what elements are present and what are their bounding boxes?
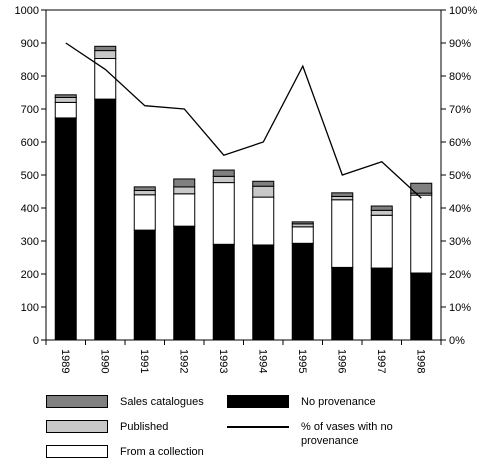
bar-sales-catalogues-1991 [133,186,156,192]
y-tick-label: 0 [33,335,39,347]
legend-item-no-provenance: No provenance [227,395,376,409]
bar-sales-catalogues-1997 [370,205,393,211]
legend-swatch-pct-line [227,420,289,433]
legend-label-from-a-collection: From a collection [120,446,204,458]
y2-tick-label: 80% [449,71,471,83]
legend-swatch-no-provenance [227,395,289,408]
bar-sales-catalogues-1994 [252,180,275,187]
x-tick-label: 1997 [375,349,387,373]
y-tick-label: 500 [21,170,39,182]
legend-swatch-published [46,420,108,433]
y2-tick-label: 30% [449,236,471,248]
y2-tick-label: 10% [449,302,471,314]
bar-sales-catalogues-1993 [212,169,235,177]
y2-tick-label: 20% [449,269,471,281]
y2-tick-label: 70% [449,104,471,116]
x-tick-label: 1996 [335,349,347,373]
x-tick-label: 1989 [59,349,71,373]
y-tick-label: 900 [21,38,39,50]
x-tick-label: 1990 [98,349,110,373]
legend-label-pct-no-provenance: % of vases with no provenance [301,420,393,448]
y2-tick-label: 40% [449,203,471,215]
y-tick-label: 600 [21,137,39,149]
x-tick-label: 1994 [256,349,268,373]
bar-sales-catalogues-1995 [291,221,314,225]
y-tick-label: 400 [21,203,39,215]
bar-sales-catalogues-1989 [54,94,77,98]
x-tick-label: 1998 [414,349,426,373]
legend-swatch-from-a-collection [46,445,108,458]
y2-tick-label: 60% [449,137,471,149]
legend-item-sales-catalogues: Sales catalogues [46,395,204,409]
legend-swatch-sales-catalogues [46,395,108,408]
bar-sales-catalogues-1990 [94,45,117,52]
legend-item-published: Published [46,420,168,434]
x-tick-label: 1993 [217,349,229,373]
legend-label-no-provenance: No provenance [301,396,376,408]
y-tick-label: 200 [21,269,39,281]
legend-label-published: Published [120,421,169,433]
x-tick-label: 1991 [138,349,150,373]
y2-tick-label: 50% [449,170,471,182]
legend-item-pct-no-provenance: % of vases with no provenance [227,420,393,448]
y-tick-label: 700 [21,104,39,116]
y-tick-label: 100 [21,302,39,314]
y2-tick-label: 100% [449,5,477,17]
y2-tick-label: 90% [449,38,471,50]
y-tick-label: 1000 [15,5,39,17]
y2-tick-label: 0% [449,335,465,347]
bar-sales-catalogues-1996 [331,192,354,197]
y-tick-label: 300 [21,236,39,248]
legend-item-from-a-collection: From a collection [46,445,204,459]
y-tick-label: 800 [21,71,39,83]
x-tick-label: 1995 [296,349,308,373]
legend-label-sales-catalogues: Sales catalogues [120,396,204,408]
plot-area: 0 100 200 300 400 500 600 700 800 900 1000 0% 10% 20%… [15,5,478,373]
legend-label-pct-line-1: % of vases with no [301,421,393,433]
x-tick-label: 1992 [177,349,189,373]
line-pct-no-provenance [65,42,422,199]
legend-label-pct-line-2: provenance [301,435,359,447]
bar-sales-catalogues-1992 [173,178,196,188]
